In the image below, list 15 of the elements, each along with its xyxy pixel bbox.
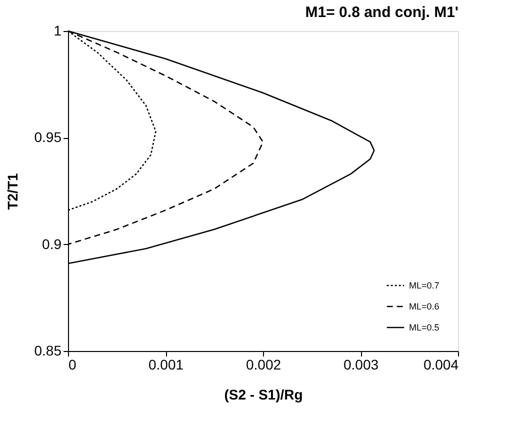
x-tick-label: 0 [68, 356, 76, 372]
y-tick-label: 0.9 [42, 236, 62, 252]
x-axis-title: (S2 - S1)/Rg [224, 386, 303, 402]
chart-title: M1= 0.8 and conj. M1' [305, 4, 458, 21]
y-axis-title: T2/T1 [4, 173, 20, 210]
x-tick-label: 0.001 [148, 356, 184, 372]
x-tick-label: 0.002 [246, 356, 282, 372]
x-tick-label: 0.003 [343, 356, 379, 372]
y-tick-label: 1 [54, 22, 62, 38]
y-tick-label: 0.85 [34, 342, 62, 358]
x-tick-label: 0.004 [423, 356, 459, 372]
legend-label: ML=0.5 [409, 322, 440, 332]
legend-label: ML=0.7 [409, 280, 440, 290]
legend-label: ML=0.6 [409, 302, 440, 312]
y-tick-label: 0.95 [34, 129, 62, 146]
